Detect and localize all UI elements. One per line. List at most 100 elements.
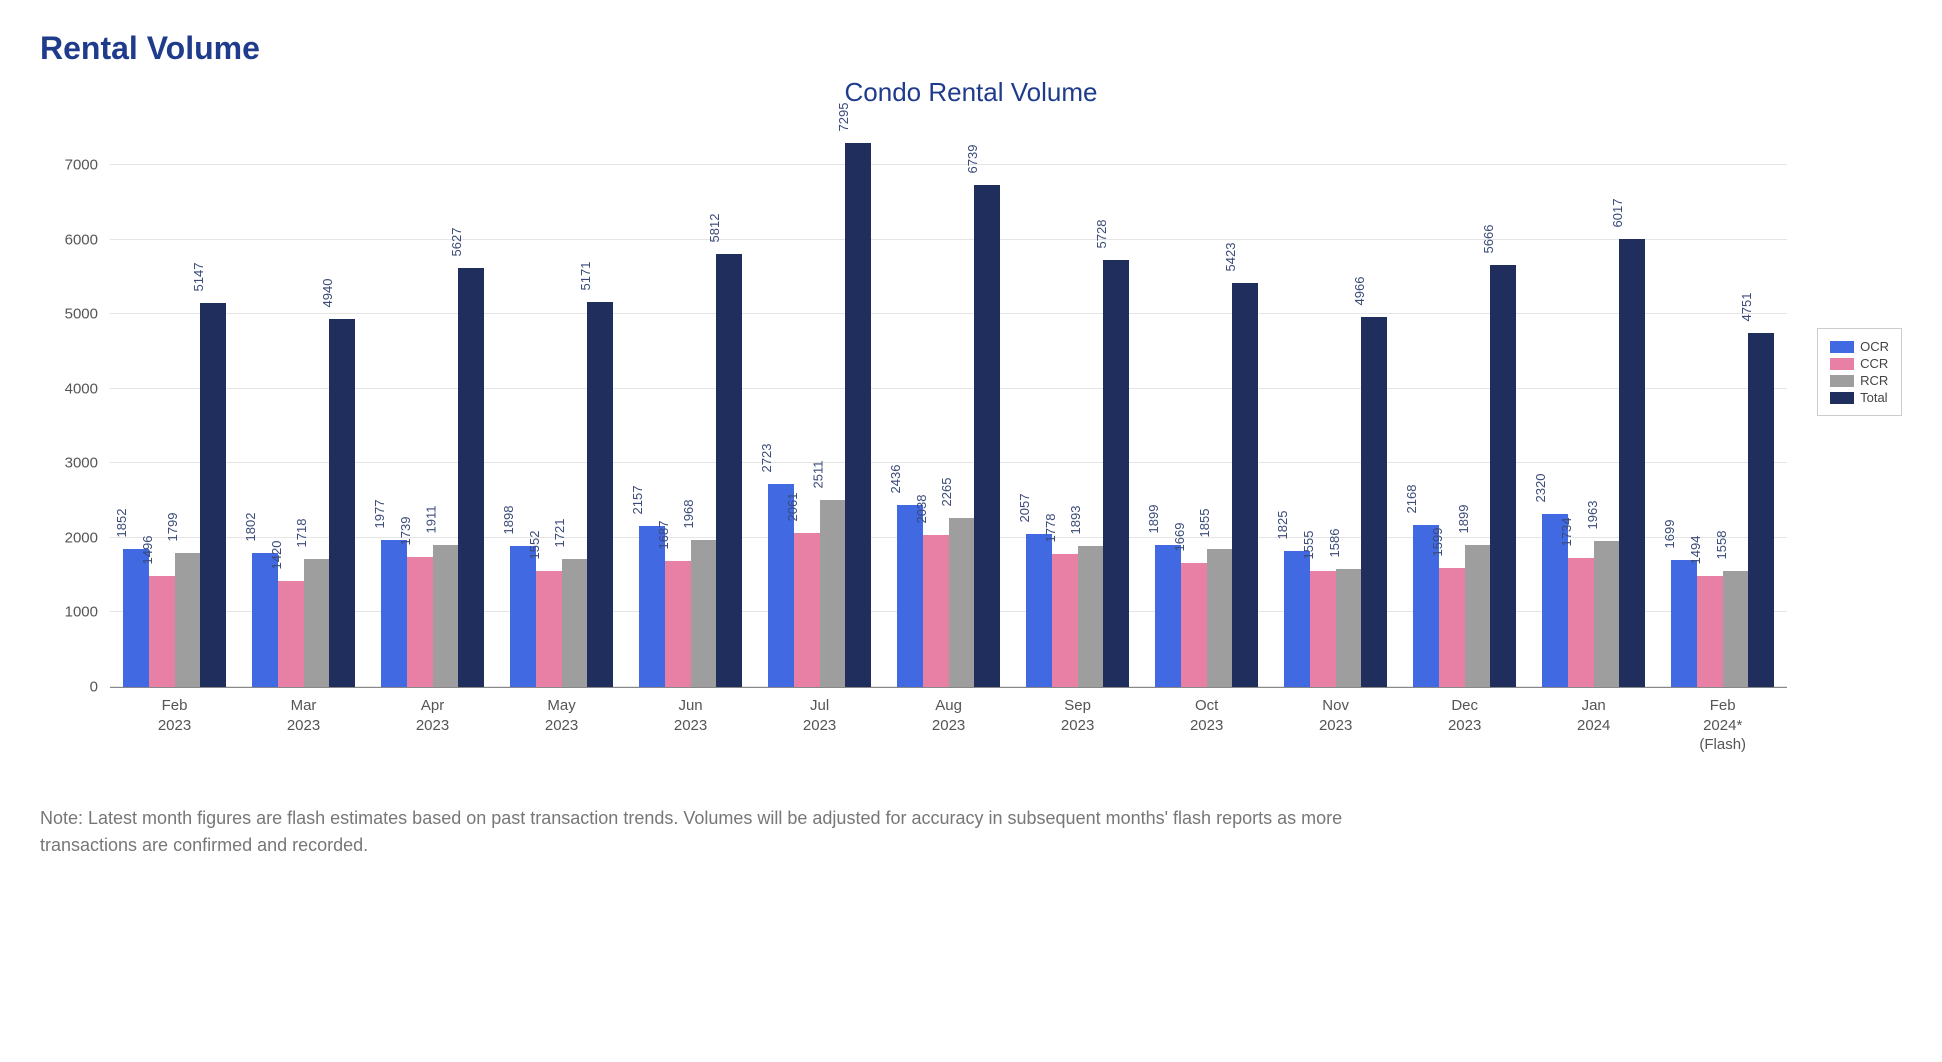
bar: 1558 <box>1723 571 1749 687</box>
bar: 1899 <box>1155 545 1181 687</box>
bar-value-label: 1420 <box>269 541 284 570</box>
bar-value-label: 2511 <box>811 460 826 488</box>
bar: 2061 <box>794 533 820 687</box>
bar: 1494 <box>1697 576 1723 687</box>
bar-value-label: 4940 <box>320 278 335 307</box>
bar-value-label: 1555 <box>1301 531 1316 560</box>
plot-region: 0100020003000400050006000700018521496179… <box>110 128 1787 688</box>
bar: 5171 <box>587 302 613 687</box>
x-tick-label: Jan 2024 <box>1529 696 1658 755</box>
bar-value-label: 1802 <box>243 512 258 541</box>
bar: 1739 <box>407 557 433 687</box>
bar: 1552 <box>536 571 562 687</box>
bar-group: 1825 1555 1586 4966 <box>1271 128 1400 687</box>
footnote: Note: Latest month figures are flash est… <box>40 805 1440 859</box>
legend-item: OCR <box>1830 339 1889 354</box>
bar-group: 1852149617995147 <box>110 128 239 687</box>
legend-item: Total <box>1830 390 1889 405</box>
bar: 1718 <box>304 559 330 687</box>
bar: 5423 <box>1232 283 1258 687</box>
bar-group: 1899166918555423 <box>1142 128 1271 687</box>
bar-value-label: 1977 <box>372 499 387 528</box>
legend-item: RCR <box>1830 373 1889 388</box>
bar-value-label: 2436 <box>888 465 903 494</box>
bar: 1852 <box>123 549 149 687</box>
bar-value-label: 6017 <box>1610 198 1625 227</box>
x-tick-label: May 2023 <box>497 696 626 755</box>
x-tick-label: Jul 2023 <box>755 696 884 755</box>
bar-group: 1802 1420 1718 4940 <box>239 128 368 687</box>
y-tick-label: 5000 <box>65 306 98 323</box>
bar: 1893 <box>1078 546 1104 687</box>
bar-value-label: 1739 <box>398 517 413 546</box>
bar-value-label: 1734 <box>1559 517 1574 546</box>
bar: 4751 <box>1748 333 1774 687</box>
legend-swatch <box>1830 341 1854 353</box>
bar: 2157 <box>639 526 665 687</box>
x-tick-label: Mar 2023 <box>239 696 368 755</box>
y-tick-label: 3000 <box>65 455 98 472</box>
y-tick-label: 0 <box>90 679 98 696</box>
x-tick-label: Feb 2023 <box>110 696 239 755</box>
bar-value-label: 1721 <box>552 518 567 547</box>
x-tick-label: Feb 2024* (Flash) <box>1658 696 1787 755</box>
bar: 7295 <box>845 143 871 687</box>
bar: 1899 <box>1465 545 1491 687</box>
bar: 5666 <box>1490 265 1516 687</box>
bar: 1586 <box>1336 569 1362 687</box>
legend-label: CCR <box>1860 356 1888 371</box>
legend-swatch <box>1830 358 1854 370</box>
bar: 2057 <box>1026 534 1052 687</box>
bar: 2436 <box>897 505 923 687</box>
bar: 1699 <box>1671 560 1697 687</box>
bar-value-label: 1893 <box>1069 506 1084 535</box>
bar-value-label: 5812 <box>707 213 722 242</box>
bar-value-label: 5728 <box>1094 220 1109 249</box>
x-tick-label: Dec 2023 <box>1400 696 1529 755</box>
chart-title: Condo Rental Volume <box>40 77 1902 108</box>
bar-value-label: 5627 <box>449 227 464 256</box>
bar-value-label: 4966 <box>1352 276 1367 305</box>
y-tick-label: 4000 <box>65 380 98 397</box>
bar-value-label: 4751 <box>1739 292 1754 321</box>
bar-group: 2320173419636017 <box>1529 128 1658 687</box>
bar-value-label: 1586 <box>1327 528 1342 557</box>
bar: 1855 <box>1207 549 1233 687</box>
bar: 1977 <box>381 540 407 687</box>
bar: 1911 <box>433 545 459 687</box>
bar: 6017 <box>1619 239 1645 687</box>
bar-group: 1977173919115627 <box>368 128 497 687</box>
bar-value-label: 1687 <box>656 521 671 550</box>
bar: 5627 <box>458 268 484 687</box>
bar-value-label: 5171 <box>578 261 593 290</box>
legend-item: CCR <box>1830 356 1889 371</box>
bar-value-label: 1855 <box>1198 508 1213 537</box>
bar: 1968 <box>691 540 717 687</box>
legend-label: OCR <box>1860 339 1889 354</box>
bar-value-label: 1899 <box>1146 505 1161 534</box>
bar-value-label: 2265 <box>939 478 954 507</box>
y-tick-label: 2000 <box>65 529 98 546</box>
bar: 2265 <box>949 518 975 687</box>
bar: 1734 <box>1568 558 1594 687</box>
bar-group: 2723206125117295 <box>755 128 884 687</box>
x-tick-label: Jun 2023 <box>626 696 755 755</box>
bar-value-label: 1963 <box>1585 500 1600 529</box>
bar: 1963 <box>1594 541 1620 687</box>
chart-wrapper: 0100020003000400050006000700018521496179… <box>40 128 1902 755</box>
bar-value-label: 1552 <box>527 531 542 560</box>
x-tick-label: Aug 2023 <box>884 696 1013 755</box>
bar: 5812 <box>716 254 742 687</box>
bar: 1799 <box>175 553 201 687</box>
bar-group: 1898155217215171 <box>497 128 626 687</box>
bar: 2511 <box>820 500 846 687</box>
legend: OCR CCR RCR Total <box>1817 328 1902 416</box>
bar-value-label: 2723 <box>759 444 774 473</box>
bar-value-label: 1799 <box>165 513 180 542</box>
bar: 5147 <box>200 303 226 687</box>
bar: 1687 <box>665 561 691 687</box>
bar-value-label: 1825 <box>1275 511 1290 540</box>
bar-value-label: 1699 <box>1662 520 1677 549</box>
bar-group: 2436203822656739 <box>884 128 1013 687</box>
bar: 1669 <box>1181 563 1207 687</box>
